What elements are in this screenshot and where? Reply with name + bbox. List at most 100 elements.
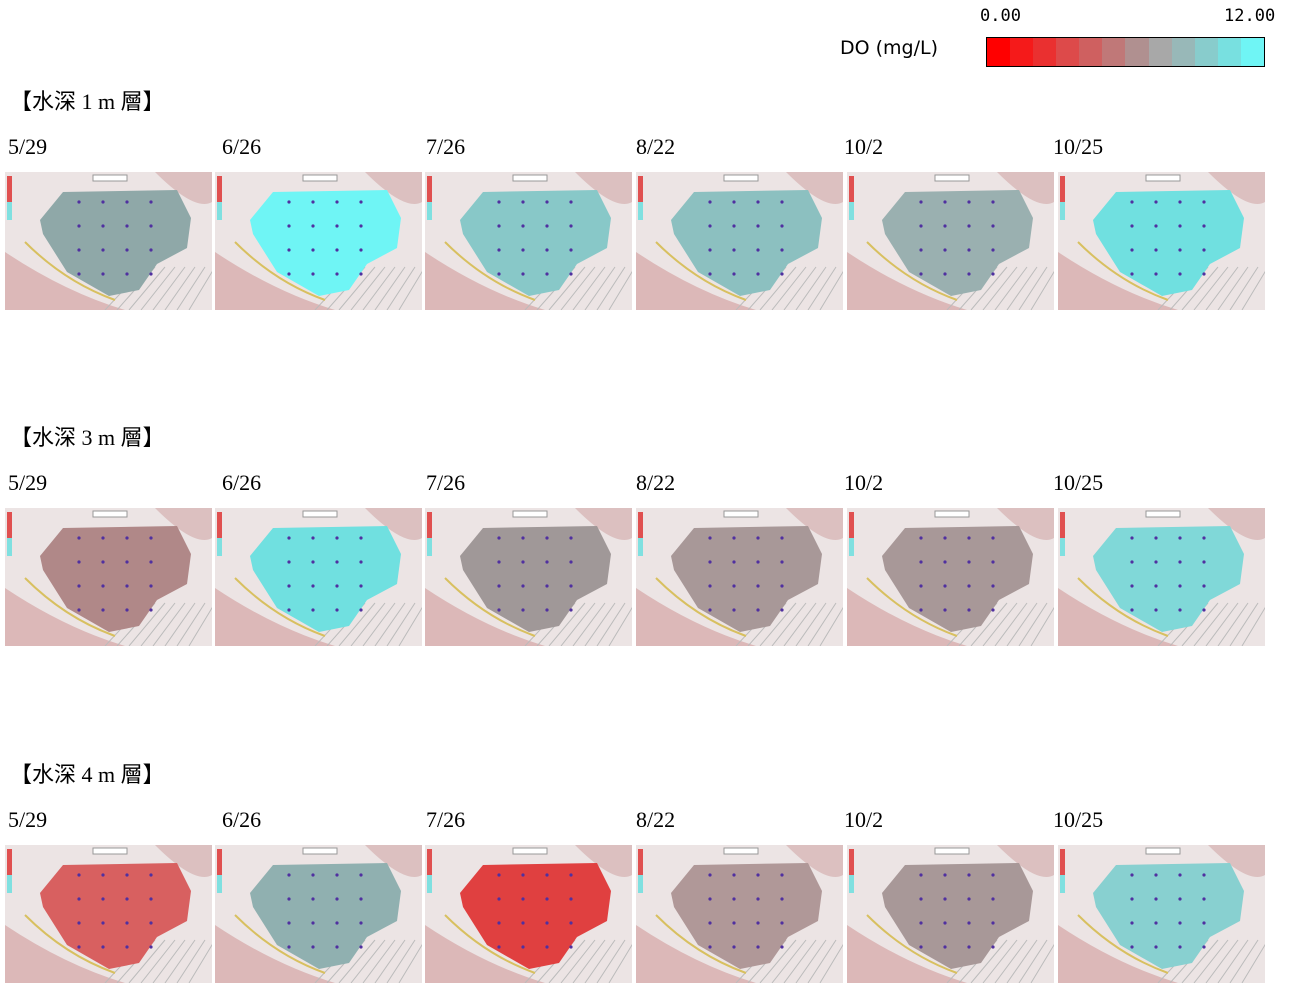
- colorbar-step: [1172, 38, 1195, 66]
- station: [545, 224, 548, 227]
- station: [497, 560, 500, 563]
- station: [1178, 945, 1181, 948]
- station: [149, 608, 152, 611]
- station: [943, 200, 946, 203]
- station: [1154, 560, 1157, 563]
- map-caption: [513, 511, 547, 517]
- station: [335, 945, 338, 948]
- station: [287, 248, 290, 251]
- panel-date: 7/26: [426, 134, 465, 160]
- station: [287, 224, 290, 227]
- station: [311, 248, 314, 251]
- mini-scale: [849, 875, 854, 893]
- station: [708, 536, 711, 539]
- station: [521, 584, 524, 587]
- station: [1130, 536, 1133, 539]
- station: [311, 536, 314, 539]
- station: [569, 945, 572, 948]
- station: [101, 272, 104, 275]
- station: [125, 200, 128, 203]
- station: [967, 224, 970, 227]
- station: [149, 897, 152, 900]
- station: [359, 608, 362, 611]
- station: [780, 200, 783, 203]
- colorbar-step: [1102, 38, 1125, 66]
- station: [967, 560, 970, 563]
- map-panel: [425, 845, 632, 983]
- map-panel: [636, 172, 843, 310]
- station: [521, 873, 524, 876]
- station: [125, 608, 128, 611]
- station: [569, 921, 572, 924]
- map-caption: [513, 175, 547, 181]
- mini-scale: [849, 202, 854, 220]
- station: [943, 272, 946, 275]
- colorbar-step: [1149, 38, 1172, 66]
- station: [101, 945, 104, 948]
- station: [149, 272, 152, 275]
- station: [1130, 200, 1133, 203]
- station: [780, 873, 783, 876]
- map-panel: [636, 845, 843, 983]
- station: [287, 584, 290, 587]
- station: [569, 560, 572, 563]
- station: [125, 248, 128, 251]
- station: [991, 921, 994, 924]
- station: [967, 248, 970, 251]
- station: [149, 536, 152, 539]
- station: [101, 536, 104, 539]
- station: [311, 200, 314, 203]
- station: [149, 560, 152, 563]
- station: [732, 945, 735, 948]
- station: [545, 248, 548, 251]
- station: [919, 921, 922, 924]
- station: [335, 897, 338, 900]
- station: [1202, 897, 1205, 900]
- station: [991, 272, 994, 275]
- station: [569, 608, 572, 611]
- station: [101, 897, 104, 900]
- station: [1154, 873, 1157, 876]
- station: [359, 272, 362, 275]
- legend-max: 12.00: [1224, 6, 1275, 26]
- station: [125, 873, 128, 876]
- station: [497, 873, 500, 876]
- map-panel: [847, 845, 1054, 983]
- station: [732, 536, 735, 539]
- station: [967, 536, 970, 539]
- station: [149, 224, 152, 227]
- station: [991, 584, 994, 587]
- mini-scale: [1060, 538, 1065, 556]
- mini-scale: [1060, 202, 1065, 220]
- colorbar-step: [1033, 38, 1056, 66]
- station: [756, 536, 759, 539]
- station: [732, 608, 735, 611]
- map-caption: [1146, 175, 1180, 181]
- station: [1154, 224, 1157, 227]
- map-panel: [5, 845, 212, 983]
- station: [497, 248, 500, 251]
- station: [311, 608, 314, 611]
- panel-date: 6/26: [222, 134, 261, 160]
- station: [125, 897, 128, 900]
- map-caption: [513, 848, 547, 854]
- station: [708, 897, 711, 900]
- mini-scale: [7, 875, 12, 893]
- station: [780, 608, 783, 611]
- map-panel: [847, 508, 1054, 646]
- station: [756, 945, 759, 948]
- legend-title: DO (mg/L): [840, 37, 938, 59]
- colorbar-step: [1195, 38, 1218, 66]
- station: [101, 608, 104, 611]
- station: [967, 897, 970, 900]
- station: [497, 921, 500, 924]
- station: [1178, 897, 1181, 900]
- station: [545, 945, 548, 948]
- map-caption: [93, 511, 127, 517]
- station: [1130, 897, 1133, 900]
- station: [497, 200, 500, 203]
- station: [732, 224, 735, 227]
- station: [708, 921, 711, 924]
- station: [756, 560, 759, 563]
- panel-date: 8/22: [636, 134, 675, 160]
